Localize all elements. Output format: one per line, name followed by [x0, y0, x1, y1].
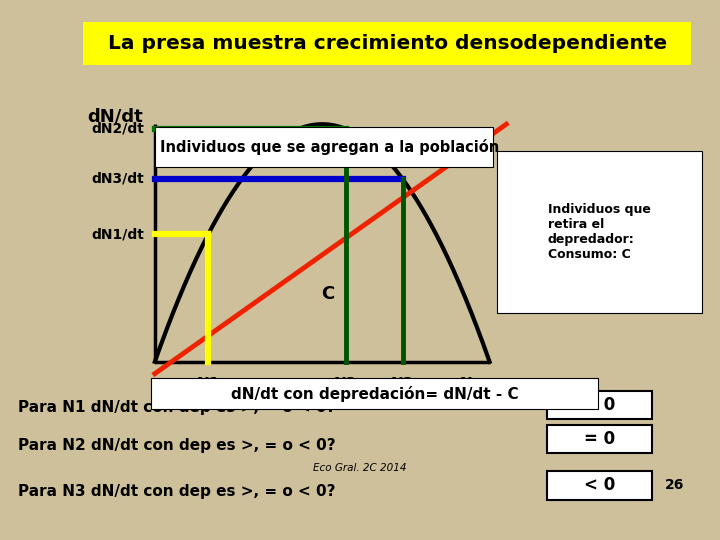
Text: Para N2 dN/dt con dep es >, = o < 0?: Para N2 dN/dt con dep es >, = o < 0?	[18, 438, 336, 453]
FancyBboxPatch shape	[83, 22, 691, 65]
Text: N3: N3	[391, 377, 414, 392]
Text: > 0: > 0	[584, 396, 615, 414]
Text: N1: N1	[197, 377, 220, 392]
FancyBboxPatch shape	[547, 471, 652, 500]
Text: 26: 26	[665, 478, 684, 492]
Text: Para N3 dN/dt con dep es >, = o < 0?: Para N3 dN/dt con dep es >, = o < 0?	[18, 484, 336, 499]
Text: < 0: < 0	[584, 476, 615, 495]
FancyBboxPatch shape	[155, 127, 493, 167]
Text: dN/dt con depredación= dN/dt - C: dN/dt con depredación= dN/dt - C	[230, 386, 518, 402]
Text: N2: N2	[334, 377, 357, 392]
FancyBboxPatch shape	[497, 151, 702, 313]
Text: La presa muestra crecimiento densodependiente: La presa muestra crecimiento densodepend…	[108, 33, 667, 53]
Text: = 0: = 0	[584, 430, 615, 448]
Text: dN3/dt: dN3/dt	[91, 172, 144, 186]
FancyBboxPatch shape	[547, 391, 652, 419]
Text: dN/dt: dN/dt	[87, 107, 143, 125]
FancyBboxPatch shape	[151, 378, 598, 409]
Text: Individuos que
retira el
depredador:
Consumo: C: Individuos que retira el depredador: Con…	[548, 203, 651, 261]
Text: Para N1 dN/dt con dep es >, = o < 0?: Para N1 dN/dt con dep es >, = o < 0?	[18, 400, 336, 415]
Text: dN2/dt: dN2/dt	[91, 122, 144, 136]
Text: Individuos que se agregan a la población: Individuos que se agregan a la población	[160, 139, 499, 155]
FancyBboxPatch shape	[547, 425, 652, 453]
Text: dN1/dt: dN1/dt	[91, 227, 144, 241]
Text: N: N	[460, 377, 472, 392]
Text: C: C	[321, 285, 334, 303]
Text: Eco Gral. 2C 2014: Eco Gral. 2C 2014	[313, 463, 407, 473]
